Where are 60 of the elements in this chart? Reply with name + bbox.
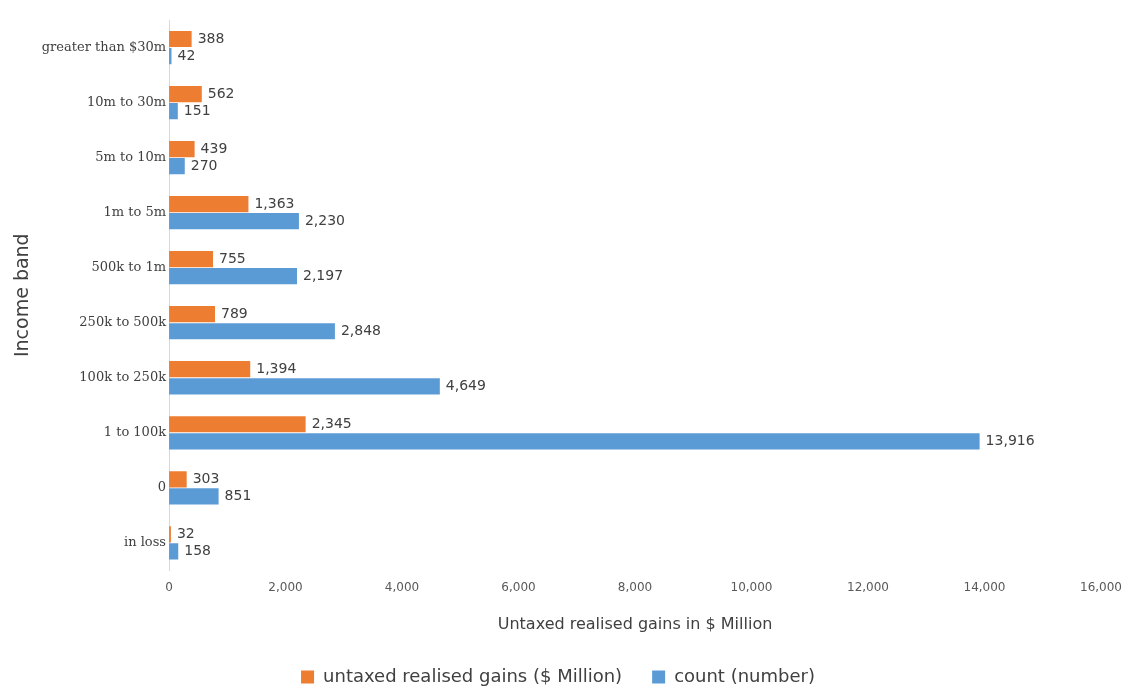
bar [169,158,185,175]
x-tick-label: 4,000 [384,579,420,594]
data-label: 388 [197,29,225,46]
data-label: 303 [192,469,220,486]
data-label: 2,345 [311,414,352,431]
bar [169,30,192,48]
y-tick-label: 0 [157,479,167,495]
x-tick-label: 2,000 [268,579,303,594]
bar [169,323,335,340]
data-label: 2,848 [340,321,382,338]
data-label: 1,363 [254,194,295,211]
y-tick-label: 5m to 10m [95,148,167,164]
y-tick-label: 100k to 250k [79,369,167,385]
bar [169,378,440,395]
x-tick-label: 10,000 [730,579,773,594]
data-label: 789 [220,304,248,321]
data-label: 151 [183,101,211,118]
bar [169,85,202,103]
bar [169,306,215,323]
data-label: 755 [219,249,246,266]
bar [169,196,249,213]
data-label: 439 [200,139,228,156]
bar [169,268,298,285]
bar [169,488,219,505]
legend-label: count (number) [674,664,815,686]
x-tick-label: 12,000 [847,579,890,594]
bar [169,361,251,378]
y-tick-label: 1 to 100k [103,424,167,440]
data-label: 851 [224,487,252,504]
x-axis-title: Untaxed realised gains in $ Million [497,613,773,633]
data-label: 4,649 [445,376,486,393]
y-axis-title: Income band [10,233,33,358]
y-tick-label: 1m to 5m [103,204,167,220]
data-label: 2,197 [303,266,344,283]
y-tick-label: 250k to 500k [79,314,167,330]
bar [169,102,178,120]
bar [169,140,195,158]
x-tick-label: 14,000 [963,579,1006,594]
data-label: 42 [177,46,196,63]
bar [169,213,299,230]
bar [169,416,306,433]
data-label: 13,916 [985,431,1035,448]
y-tick-label: 10m to 30m [86,93,167,109]
bar [169,433,980,450]
x-tick-label: 8,000 [617,579,653,594]
data-label: 2,230 [304,211,346,228]
y-tick-label: 500k to 1m [91,259,167,275]
bar [169,251,214,268]
legend-label: untaxed realised gains ($ Million) [323,664,623,686]
data-label: 32 [176,524,195,541]
bar [169,543,179,560]
data-label: 158 [184,542,211,559]
data-label: 1,394 [256,359,297,376]
x-tick-label: 16,000 [1080,579,1123,594]
x-tick-label: 6,000 [501,579,536,594]
bar [169,471,187,488]
y-tick-label: greater than $30m [41,38,167,54]
data-label: 562 [207,84,235,101]
data-label: 270 [190,156,218,173]
y-tick-label: in loss [124,534,167,550]
